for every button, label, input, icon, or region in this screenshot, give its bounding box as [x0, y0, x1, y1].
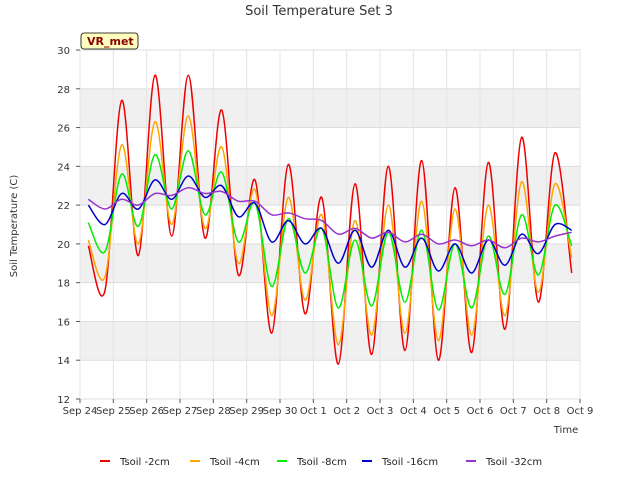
x-tick-label: Sep 27 [163, 406, 198, 417]
x-tick-label: Oct 4 [400, 406, 427, 417]
series-line-4 [87, 186, 572, 249]
x-tick-label: Oct 9 [567, 406, 594, 417]
x-tick-label: Oct 5 [433, 406, 460, 417]
site-badge-label: VR_met [87, 35, 134, 48]
x-tick-label: Oct 7 [500, 406, 527, 417]
legend-label-3: Tsoil -16cm [381, 457, 438, 468]
chart-title: Soil Temperature Set 3 [245, 4, 393, 19]
legend-label-2: Tsoil -8cm [296, 457, 347, 468]
y-tick-label: 16 [57, 317, 70, 328]
y-axis-title: Soil Temperature (C) [9, 175, 20, 278]
y-tick-label: 24 [57, 162, 70, 173]
y-tick-label: 28 [57, 85, 70, 96]
x-tick-label: Sep 28 [196, 406, 231, 417]
x-tick-label: Sep 26 [129, 406, 164, 417]
x-tick-label: Oct 3 [367, 406, 394, 417]
y-tick-label: 22 [57, 201, 70, 212]
series-line-1 [87, 115, 573, 346]
legend-label-1: Tsoil -4cm [209, 457, 260, 468]
grid-band [80, 88, 580, 128]
legend-label-4: Tsoil -32cm [485, 457, 542, 468]
legend-label-0: Tsoil -2cm [119, 457, 170, 468]
x-tick-label: Oct 2 [333, 406, 360, 417]
site-badge-box [80, 32, 139, 50]
x-tick-label: Oct 1 [300, 406, 327, 417]
plot-background [79, 49, 581, 400]
grid-band [80, 321, 580, 361]
x-tick-label: Oct 6 [467, 406, 494, 417]
x-tick-label: Sep 25 [96, 406, 131, 417]
y-tick-label: 30 [57, 46, 70, 57]
grid-band [80, 166, 580, 206]
y-tick-label: 26 [57, 124, 70, 135]
y-tick-label: 14 [57, 356, 70, 367]
series-line-2 [87, 150, 573, 311]
site-badge: VR_met [80, 32, 139, 50]
x-tick-label: Sep 29 [229, 406, 264, 417]
y-tick-label: 18 [57, 279, 70, 290]
x-tick-label: Sep 30 [263, 406, 298, 417]
series-lines [87, 74, 573, 365]
y-tick-label: 20 [57, 240, 70, 251]
y-tick-label: 12 [57, 395, 70, 406]
x-tick-label: Oct 8 [533, 406, 560, 417]
legend: Tsoil -2cm Tsoil -4cm Tsoil -8cm Tsoil -16c… [100, 457, 542, 468]
x-axis-title: Time [553, 425, 578, 436]
series-line-0 [87, 74, 573, 365]
x-tick-label: Sep 24 [63, 406, 98, 417]
